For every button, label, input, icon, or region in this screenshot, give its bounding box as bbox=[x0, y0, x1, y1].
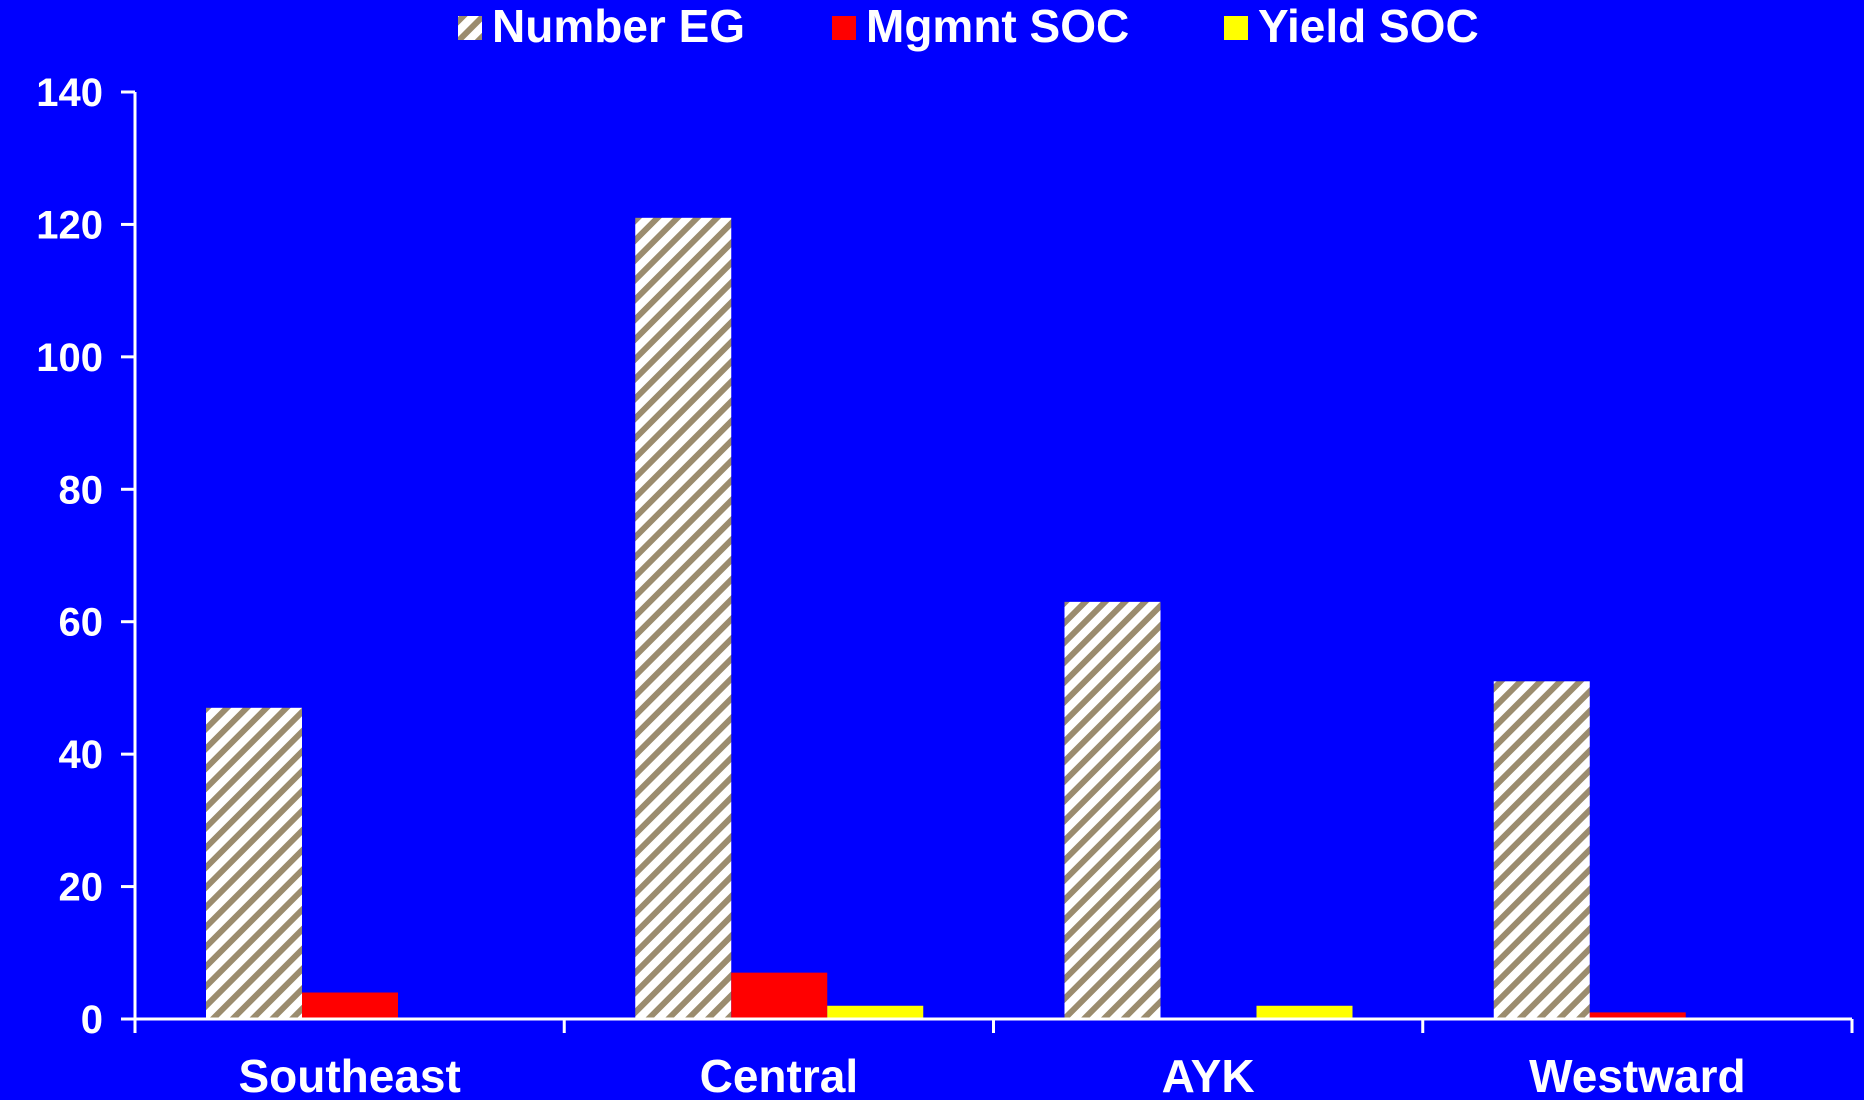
bar-mgmnt-soc-southeast bbox=[302, 992, 398, 1019]
x-tick-label: Central bbox=[700, 1050, 858, 1100]
bar-number-eg-southeast bbox=[206, 707, 302, 1019]
y-tick-label: 40 bbox=[59, 733, 104, 777]
bar-yield-soc-central bbox=[827, 1005, 924, 1019]
legend-swatch-yield-soc bbox=[1224, 16, 1248, 40]
x-tick-label: Southeast bbox=[238, 1050, 460, 1100]
y-tick-label: 120 bbox=[36, 203, 103, 247]
legend-swatch-number-eg bbox=[458, 16, 482, 40]
y-tick-label: 140 bbox=[36, 71, 103, 115]
y-tick-label: 0 bbox=[81, 998, 103, 1042]
y-tick-label: 100 bbox=[36, 336, 103, 380]
y-tick-label: 80 bbox=[59, 468, 104, 512]
bar-number-eg-ayk bbox=[1064, 601, 1161, 1019]
y-tick-label: 20 bbox=[59, 866, 104, 910]
legend-label-yield-soc: Yield SOC bbox=[1258, 0, 1479, 52]
legend-label-mgmnt-soc: Mgmnt SOC bbox=[866, 0, 1129, 52]
legend-label-number-eg: Number EG bbox=[492, 0, 745, 52]
plot-area: 0 20 40 60 80 100 120 140 Southeast Central AYK Wes… bbox=[36, 71, 1854, 1102]
bar-number-eg-central bbox=[635, 217, 732, 1020]
bar-mgmnt-soc-westward bbox=[1589, 1012, 1686, 1019]
bar-mgmnt-soc-central bbox=[731, 972, 828, 1019]
x-tick-label: AYK bbox=[1162, 1050, 1255, 1100]
y-tick-label: 60 bbox=[59, 601, 104, 645]
legend-swatch-mgmnt-soc bbox=[832, 16, 856, 40]
bar-number-eg-westward bbox=[1493, 681, 1590, 1019]
x-tick-label: Westward bbox=[1529, 1050, 1745, 1100]
legend: Number EG Mgmnt SOC Yield SOC bbox=[458, 0, 1479, 52]
bar-yield-soc-ayk bbox=[1256, 1005, 1353, 1019]
